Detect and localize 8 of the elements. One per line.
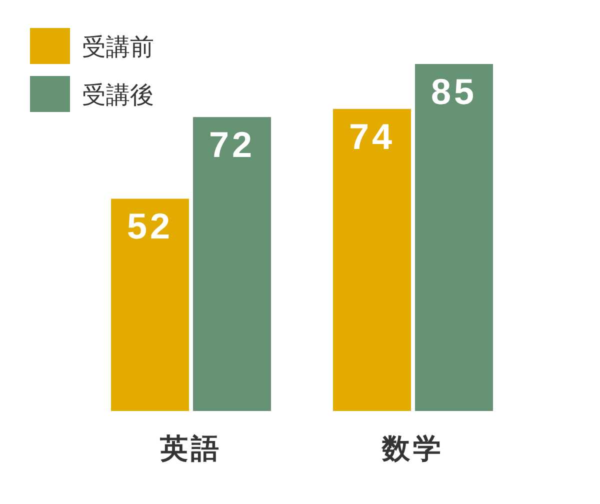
data-label: 85: [430, 71, 478, 112]
data-label: 52: [126, 206, 174, 247]
legend-label: 受講後: [82, 82, 154, 109]
x-tick-label: 英語: [159, 433, 222, 464]
data-label: 74: [348, 116, 396, 157]
legend-label: 受講前: [82, 34, 154, 61]
data-label: 72: [208, 124, 256, 166]
x-tick-label: 数学: [381, 433, 444, 464]
